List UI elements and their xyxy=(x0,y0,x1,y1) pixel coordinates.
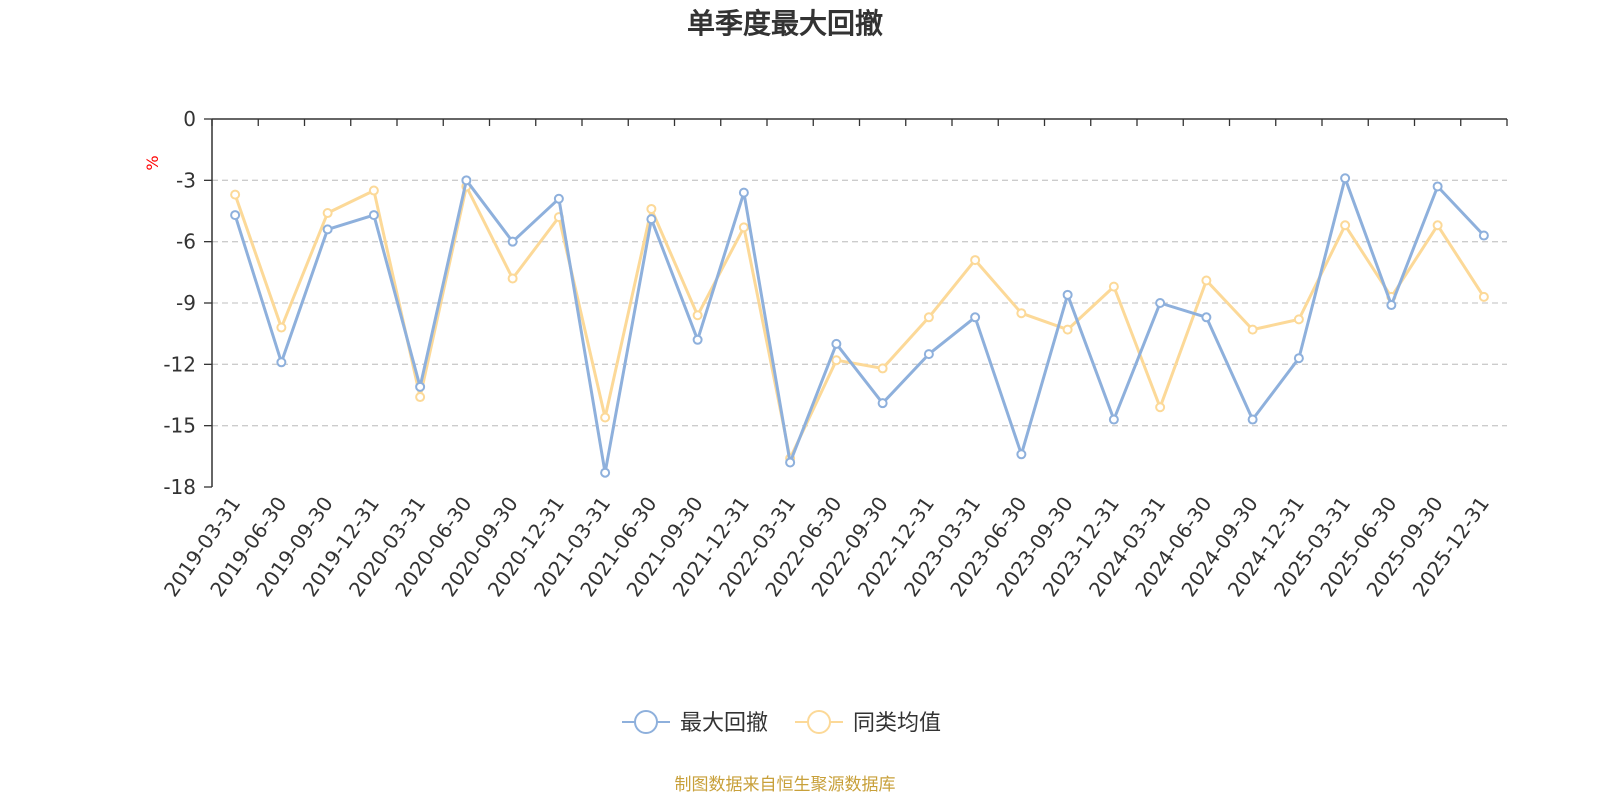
legend-label: 最大回撤 xyxy=(680,711,768,736)
data-point xyxy=(1478,230,1489,241)
data-point xyxy=(738,222,749,233)
series-line xyxy=(233,176,1485,475)
data-point xyxy=(923,349,934,360)
legend-item-1[interactable]: 同类均值 xyxy=(795,710,941,736)
data-point xyxy=(322,208,333,219)
data-point xyxy=(877,398,888,409)
data-point xyxy=(1201,275,1212,286)
data-point xyxy=(1108,414,1119,425)
data-point xyxy=(368,210,379,221)
data-point xyxy=(692,310,703,321)
data-point xyxy=(276,357,287,368)
data-point xyxy=(415,392,426,403)
data-point xyxy=(1386,300,1397,311)
y-tick-labels: 0 -3 -6 -9 -12 -15 -18 xyxy=(163,107,196,499)
data-point xyxy=(970,255,981,266)
data-point xyxy=(507,273,518,284)
data-point xyxy=(1062,289,1073,300)
data-point xyxy=(1247,414,1258,425)
y-tick-label: -15 xyxy=(163,414,196,438)
data-point xyxy=(1108,281,1119,292)
data-point xyxy=(1201,312,1212,323)
series-lines xyxy=(230,173,1489,478)
series-line xyxy=(233,185,1486,460)
data-point xyxy=(322,224,333,235)
data-point xyxy=(970,312,981,323)
y-tick-label: -6 xyxy=(176,230,196,254)
series-0 xyxy=(230,173,1489,478)
data-point xyxy=(1016,449,1027,460)
legend-marker xyxy=(807,710,831,734)
data-point xyxy=(1340,220,1351,231)
data-point xyxy=(553,193,564,204)
data-point xyxy=(1016,308,1027,319)
data-point xyxy=(646,214,657,225)
data-point xyxy=(646,203,657,214)
data-point xyxy=(1293,353,1304,364)
data-point xyxy=(1478,291,1489,302)
data-point xyxy=(1155,298,1166,308)
data-point xyxy=(1432,220,1443,231)
data-point xyxy=(415,381,426,392)
legend-item-0[interactable]: 最大回撤 xyxy=(622,710,768,736)
data-point xyxy=(1247,324,1258,335)
legend-marker xyxy=(634,710,658,734)
data-point xyxy=(923,312,934,323)
data-point xyxy=(877,363,888,374)
y-tick-label: -9 xyxy=(176,291,196,315)
y-tick-label: -3 xyxy=(176,168,196,192)
data-point xyxy=(600,467,611,478)
data-point xyxy=(461,175,472,186)
y-tick-label: -12 xyxy=(163,352,196,376)
legend[interactable]: 最大回撤 同类均值 xyxy=(622,710,941,736)
data-point xyxy=(831,338,842,349)
data-point xyxy=(230,189,241,200)
y-axis-unit: % xyxy=(143,155,162,170)
data-point xyxy=(1293,314,1304,325)
data-point xyxy=(1340,173,1351,184)
legend-label: 同类均值 xyxy=(853,711,941,736)
data-point xyxy=(1432,181,1443,192)
data-point xyxy=(276,322,287,333)
chart-title: 单季度最大回撤 xyxy=(687,7,883,40)
data-point xyxy=(600,412,611,423)
data-point xyxy=(1155,402,1166,413)
data-point xyxy=(1062,324,1073,335)
x-tick-labels: 2019-03-312019-06-302019-09-302019-12-31… xyxy=(159,492,1494,601)
data-point xyxy=(785,457,796,468)
y-tick-label: 0 xyxy=(183,107,196,131)
data-point xyxy=(738,187,749,198)
data-point xyxy=(831,355,842,366)
data-source-note: 制图数据来自恒生聚源数据库 xyxy=(675,775,896,795)
data-point xyxy=(230,210,241,221)
data-point xyxy=(368,185,379,196)
series-1 xyxy=(230,181,1489,464)
data-point xyxy=(692,334,703,345)
y-tick-label: -18 xyxy=(163,475,196,499)
data-point xyxy=(507,236,518,247)
axes xyxy=(204,118,1508,488)
